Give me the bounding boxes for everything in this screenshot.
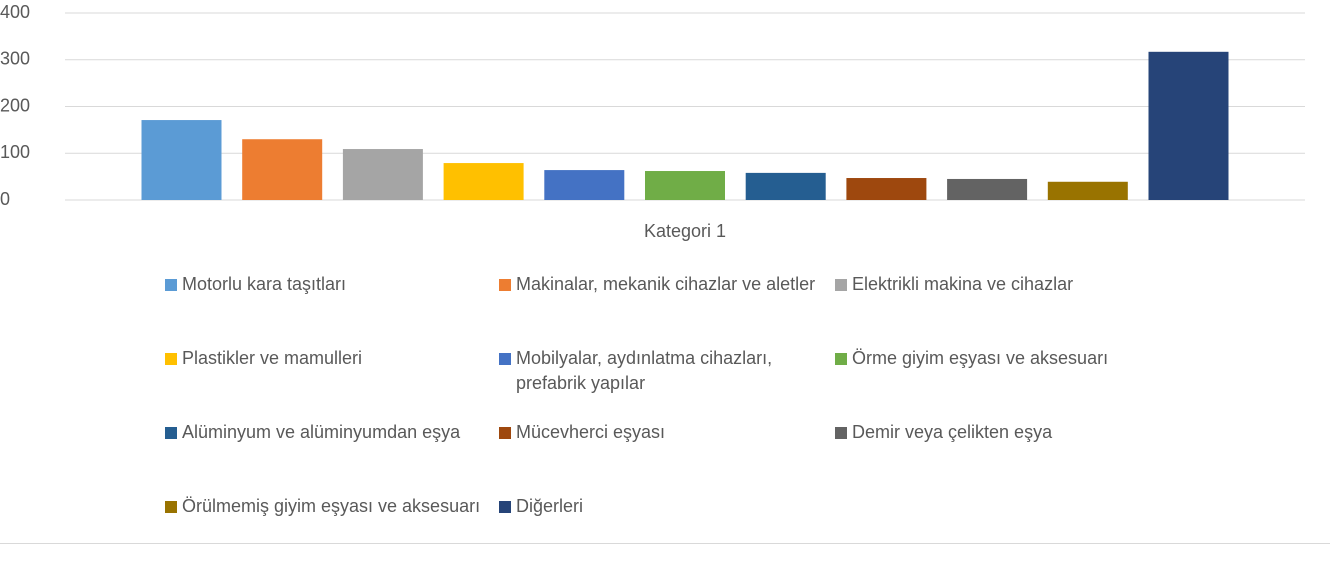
bar	[1148, 51, 1229, 200]
chart-border	[0, 543, 1330, 544]
legend-label: Diğerleri	[516, 496, 584, 516]
legend-swatch	[165, 427, 177, 439]
legend-swatch	[499, 279, 511, 291]
x-tick-label: Kategori 1	[644, 221, 726, 241]
legend-item: Örme giyim eşyası ve aksesuarı	[835, 346, 1171, 420]
y-tick-label: 300	[0, 49, 30, 69]
bar	[141, 120, 222, 200]
legend-label: Makinalar, mekanik cihazlar ve aletler	[516, 274, 816, 294]
legend-swatch	[835, 279, 847, 291]
legend-label: Örme giyim eşyası ve aksesuarı	[852, 348, 1109, 368]
chart: 0 100 200 300 400 Kategori 1	[0, 2, 1305, 241]
legend-item: Demir veya çelikten eşya	[835, 420, 1171, 494]
legend-item: Plastikler ve mamulleri	[165, 346, 499, 420]
legend-item: Örülmemiş giyim eşyası ve aksesuarı	[165, 494, 499, 568]
legend-swatch	[835, 427, 847, 439]
legend-swatch	[165, 353, 177, 365]
bar	[745, 172, 826, 200]
bar	[342, 149, 423, 200]
legend-swatch	[165, 279, 177, 291]
legend-label: Plastikler ve mamulleri	[182, 348, 363, 368]
legend-item: Mobilyalar, aydınlatma cihazları, prefab…	[499, 346, 835, 420]
y-tick-label: 0	[0, 189, 10, 209]
legend-swatch	[835, 353, 847, 365]
legend: Motorlu kara taşıtları Makinalar, mekanik…	[165, 272, 1171, 568]
legend-swatch	[165, 501, 177, 513]
legend-swatch	[499, 427, 511, 439]
legend-label: Mobilyalar, aydınlatma cihazları, prefab…	[516, 348, 773, 393]
bar	[1047, 181, 1128, 200]
y-tick-label: 400	[0, 2, 30, 22]
legend-swatch	[499, 353, 511, 365]
bar	[846, 178, 927, 200]
bar	[242, 139, 323, 200]
legend-item: Alüminyum ve alüminyumdan eşya	[165, 420, 499, 494]
bar	[645, 171, 725, 200]
page: {"chart_data": {"type": "bar", "categori…	[0, 1, 1330, 544]
legend-item: Elektrikli makina ve cihazlar	[835, 272, 1171, 346]
y-tick-label: 200	[0, 95, 30, 115]
legend-item: Mücevherci eşyası	[499, 420, 835, 494]
legend-label: Motorlu kara taşıtları	[182, 274, 347, 294]
bar	[443, 163, 524, 200]
legend-label: Alüminyum ve alüminyumdan eşya	[182, 422, 461, 442]
legend-label: Elektrikli makina ve cihazlar	[852, 274, 1074, 294]
legend-label: Demir veya çelikten eşya	[852, 422, 1053, 442]
bar	[544, 170, 625, 200]
legend-label: Mücevherci eşyası	[516, 422, 666, 442]
legend-item: Makinalar, mekanik cihazlar ve aletler	[499, 272, 835, 346]
legend-item: Diğerleri	[499, 494, 835, 568]
legend-label: Örülmemiş giyim eşyası ve aksesuarı	[182, 496, 481, 516]
y-tick-label: 100	[0, 142, 30, 162]
legend-item: Motorlu kara taşıtları	[165, 272, 499, 346]
bar	[947, 178, 1028, 200]
legend-swatch	[499, 501, 511, 513]
